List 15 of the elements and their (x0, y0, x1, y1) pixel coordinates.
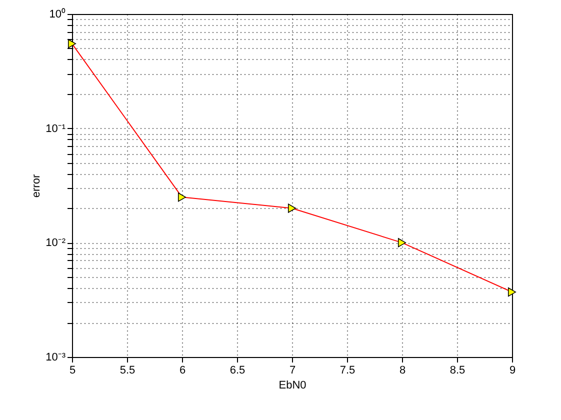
y-axis-title: error (30, 174, 43, 198)
x-tick-label: 8 (399, 364, 406, 376)
x-tick-label: 5.5 (120, 364, 136, 376)
y-tick-label: 10⁻³ (46, 352, 66, 364)
y-tick-label: 10⁻² (46, 237, 66, 250)
x-tick-label: 9 (509, 364, 516, 376)
y-tick-label: 10⁰ (49, 8, 66, 20)
x-axis-title: EbN0 (278, 380, 306, 392)
x-tick-label: 6 (179, 364, 186, 376)
x-tick-label: 8.5 (450, 364, 466, 376)
x-tick-label: 6.5 (230, 364, 246, 376)
x-tick-label: 7.5 (340, 364, 356, 376)
x-tick-label: 7 (289, 364, 296, 376)
x-tick-label: 5 (69, 364, 76, 376)
y-tick-label: 10⁻¹ (46, 122, 66, 135)
